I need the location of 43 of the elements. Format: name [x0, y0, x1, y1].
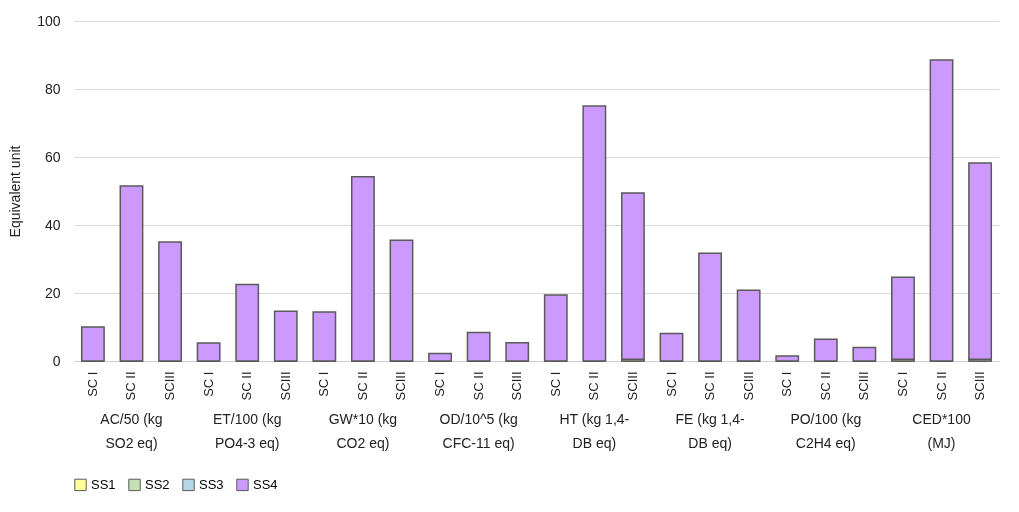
y-axis-title: Equivalent unit	[7, 145, 24, 238]
x-tick-label: SCIII	[972, 371, 988, 401]
y-tick-label: 0	[52, 352, 61, 369]
x-tick-label: SC II	[817, 371, 833, 401]
x-tick-label: SC I	[663, 371, 679, 397]
x-tick-label: SC I	[894, 371, 910, 397]
x-tick-label: SC II	[586, 371, 602, 401]
x-tick-label: SC I	[432, 371, 448, 397]
text: ET/100 (kg PO4-3 eq)	[212, 411, 282, 451]
x-tick-label: SC I	[547, 371, 563, 397]
x-tick-label: SCIII	[277, 371, 293, 401]
x-tick-label: SC II	[354, 371, 370, 401]
x-tick-label: SCIII	[624, 371, 640, 401]
text: GW*10 (kg CO2 eq)	[328, 411, 398, 451]
x-tick-label: SC II	[470, 371, 486, 401]
x-tick-label: SCIII	[856, 371, 872, 401]
text: AC/50 (kg SO2 eq)	[100, 411, 163, 451]
x-tick-label: SC I	[316, 371, 332, 397]
x-tick-label: SC II	[933, 371, 949, 401]
x-tick-label: SC II	[239, 371, 255, 401]
x-tick-label: SCIII	[509, 371, 525, 401]
x-tick-label: SCIII	[740, 371, 756, 401]
x-tick-label: SC I	[84, 371, 100, 397]
y-tick-label: 80	[44, 80, 61, 97]
text: HT (kg 1,4- DB eq)	[559, 411, 630, 451]
x-tick-label: SCIII	[393, 371, 409, 401]
legend-label: SS1	[91, 476, 116, 492]
legend-label: SS3	[199, 476, 224, 492]
y-tick-label: 100	[37, 12, 61, 29]
text: PO/100 (kg C2H4 eq)	[790, 411, 862, 451]
text: OD/10^5 (kg CFC-11 eq)	[439, 411, 518, 451]
y-tick-label: 60	[44, 148, 61, 165]
y-tick-label: 20	[44, 284, 61, 301]
x-tick-label: SCIII	[162, 371, 178, 401]
x-tick-label: SC II	[702, 371, 718, 401]
x-tick-label: SC I	[779, 371, 795, 397]
legend-label: SS4	[253, 476, 278, 492]
x-tick-label: SC II	[123, 371, 139, 401]
x-tick-label: SC I	[200, 371, 216, 397]
legend-label: SS2	[145, 476, 170, 492]
y-tick-label: 40	[44, 216, 61, 233]
text: CED*100 (MJ)	[912, 411, 971, 451]
text: FE (kg 1,4- DB eq)	[675, 411, 746, 451]
